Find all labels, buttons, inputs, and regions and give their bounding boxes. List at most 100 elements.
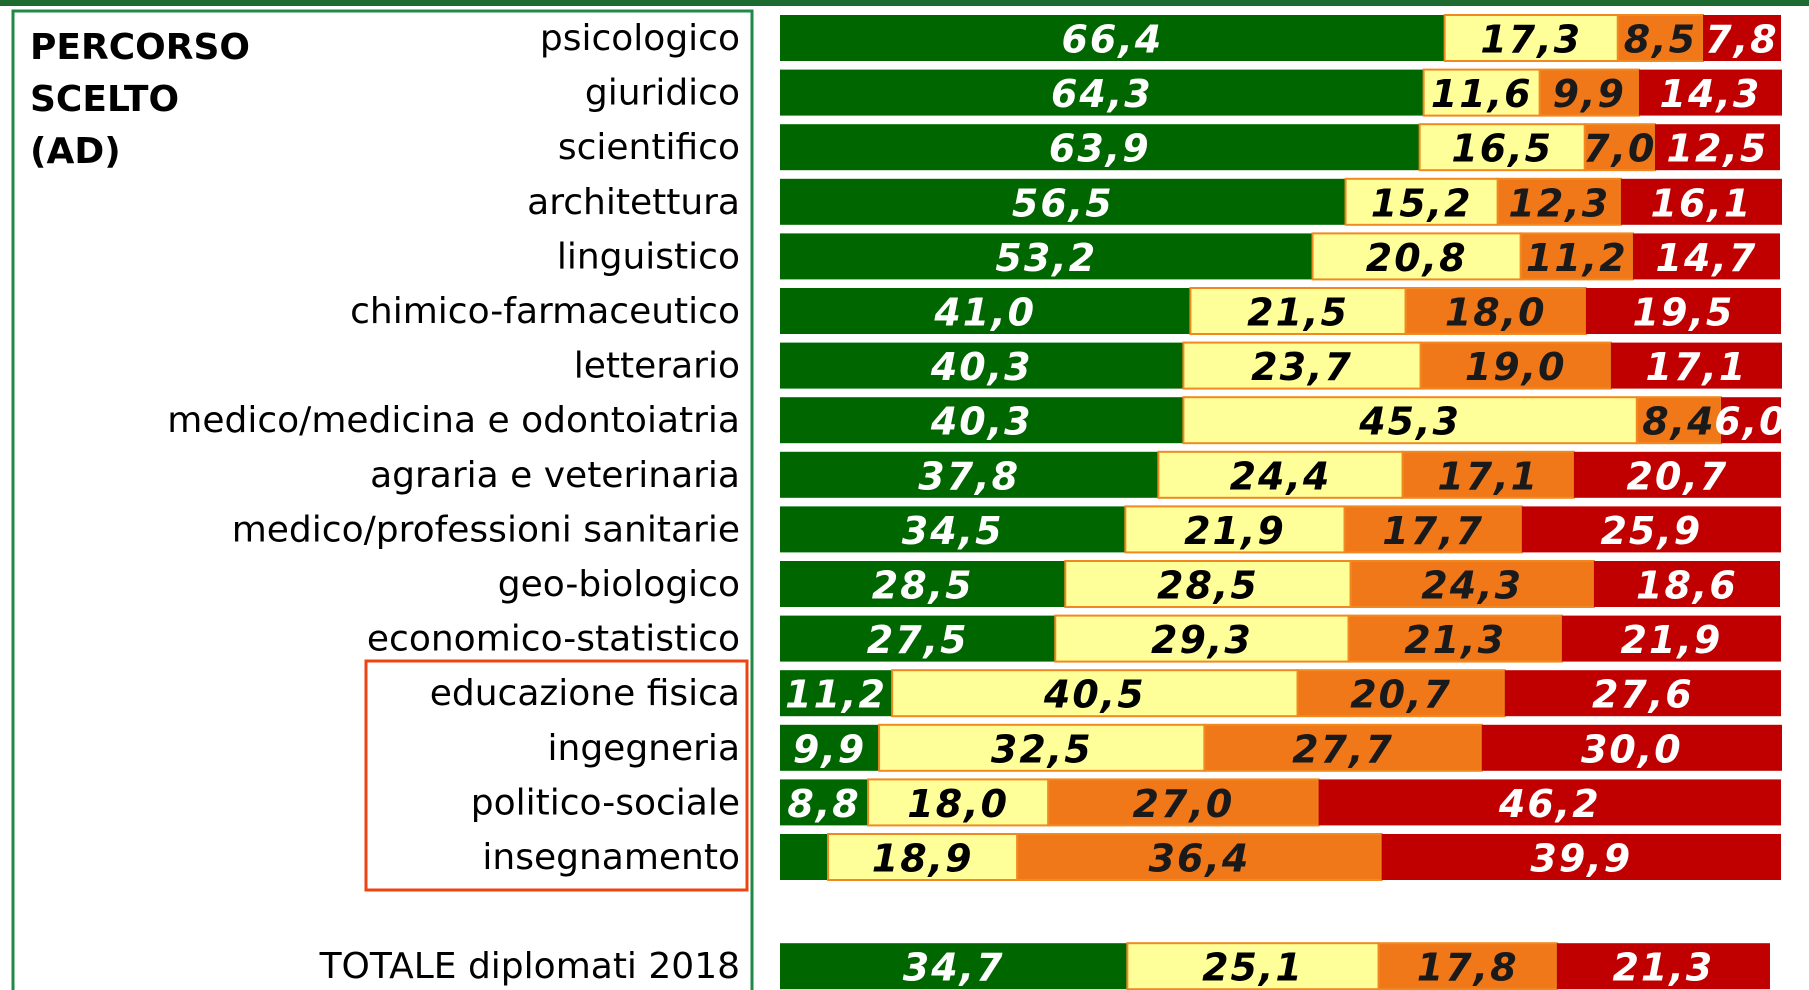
category-label: psicologico bbox=[540, 18, 740, 59]
category-label: economico-statistico bbox=[367, 619, 740, 660]
bar-segment bbox=[1573, 451, 1781, 498]
value-label: 46,2 bbox=[1498, 782, 1601, 826]
value-label: 28,5 bbox=[872, 564, 974, 608]
bar-segment bbox=[1481, 724, 1783, 771]
category-label: TOTALE diplomati 2018 bbox=[319, 946, 740, 987]
bar-segment bbox=[1702, 15, 1781, 61]
bar-segment bbox=[1638, 69, 1783, 116]
value-label: 17,1 bbox=[1646, 345, 1748, 389]
bar-segment bbox=[1632, 233, 1780, 280]
bar-segment bbox=[1561, 615, 1781, 662]
bar-segment bbox=[1593, 561, 1780, 607]
bar-segment bbox=[780, 451, 1159, 498]
value-label: 11,6 bbox=[1431, 72, 1533, 116]
category-label: medico/professioni sanitarie bbox=[232, 509, 740, 550]
value-label: 25,9 bbox=[1600, 509, 1702, 553]
value-label: 14,3 bbox=[1660, 72, 1762, 116]
bar-segment bbox=[891, 669, 1299, 718]
category-label: chimico-farmaceutico bbox=[350, 291, 740, 332]
value-label: 11,2 bbox=[785, 673, 887, 717]
bar-segment bbox=[1182, 396, 1638, 445]
value-label: 17,3 bbox=[1480, 18, 1582, 62]
value-label: 8,4 bbox=[1642, 400, 1715, 444]
bar-segment bbox=[1189, 287, 1407, 335]
bar-segment bbox=[1311, 232, 1522, 281]
category-label: architettura bbox=[527, 182, 740, 223]
bar-segment bbox=[1504, 670, 1781, 717]
value-label: 12,5 bbox=[1667, 127, 1769, 171]
bar-segment bbox=[1047, 778, 1320, 827]
bar-segment bbox=[1521, 506, 1781, 553]
value-label: 27,7 bbox=[1292, 727, 1394, 771]
category-label: letterario bbox=[574, 346, 740, 387]
value-label: 40,5 bbox=[1043, 673, 1146, 717]
bar-segment bbox=[1203, 723, 1483, 772]
value-label: 40,3 bbox=[930, 345, 1033, 389]
bar-segment bbox=[1519, 232, 1634, 281]
value-label: 29,3 bbox=[1151, 618, 1253, 662]
value-label: 18,0 bbox=[907, 782, 1009, 826]
bar-segment bbox=[1419, 341, 1612, 390]
category-label: geo-biologico bbox=[498, 564, 740, 605]
bar-segment bbox=[1585, 288, 1781, 334]
value-label: 18,9 bbox=[872, 837, 974, 881]
value-label: 11,2 bbox=[1526, 236, 1628, 280]
bar-segment bbox=[1538, 68, 1640, 117]
bar-segment bbox=[1296, 669, 1506, 718]
label-frame bbox=[11, 9, 754, 990]
bar-segment bbox=[1377, 942, 1558, 990]
bar-segment bbox=[1443, 14, 1619, 62]
bar-segment bbox=[780, 233, 1313, 280]
bar-segment bbox=[1404, 287, 1587, 335]
value-label: 36,4 bbox=[1149, 837, 1251, 881]
bar-segment bbox=[1418, 123, 1586, 172]
value-label: 16,5 bbox=[1451, 127, 1553, 171]
value-label: 32,5 bbox=[991, 727, 1093, 771]
bar-segment bbox=[780, 506, 1126, 553]
chart-title: PERCORSO SCELTO (AD) bbox=[30, 27, 250, 172]
value-label: 8,8 bbox=[787, 782, 860, 826]
bar-segment bbox=[1182, 341, 1422, 390]
value-label: 18,6 bbox=[1636, 564, 1738, 608]
category-label: scientifico bbox=[558, 127, 740, 168]
value-label: 23,7 bbox=[1251, 345, 1353, 389]
bar-segment bbox=[780, 124, 1420, 171]
value-label: 18,0 bbox=[1445, 291, 1547, 335]
value-label: 66,4 bbox=[1061, 18, 1163, 62]
bar-segment bbox=[1620, 178, 1783, 225]
category-label: ingegneria bbox=[548, 728, 741, 769]
value-label: 40,3 bbox=[930, 400, 1033, 444]
value-label: 20,8 bbox=[1366, 236, 1468, 280]
bar-segment bbox=[780, 943, 1128, 990]
bar-segment bbox=[780, 834, 829, 880]
value-label: 21,3 bbox=[1404, 618, 1506, 662]
category-label: medico/medicina e odontoiatria bbox=[167, 400, 740, 441]
bar-segment bbox=[780, 615, 1056, 662]
bar-segment bbox=[1610, 342, 1783, 389]
bar-segment bbox=[1720, 397, 1781, 444]
value-label: 21,9 bbox=[1621, 618, 1723, 662]
value-label: 28,5 bbox=[1157, 564, 1259, 608]
bar-segment bbox=[1318, 779, 1781, 826]
value-label: 7,8 bbox=[1705, 18, 1778, 62]
bar-segment bbox=[780, 288, 1191, 334]
top-band bbox=[0, 0, 1809, 6]
bar-segment bbox=[780, 724, 880, 771]
value-label: 14,7 bbox=[1656, 236, 1758, 280]
bar-segment bbox=[780, 178, 1346, 225]
value-label: 37,8 bbox=[918, 454, 1020, 498]
value-label: 64,3 bbox=[1051, 72, 1153, 116]
value-label: 34,7 bbox=[903, 946, 1005, 990]
bar-segment bbox=[1064, 560, 1352, 608]
bar-segment bbox=[1344, 177, 1499, 226]
value-label: 27,6 bbox=[1592, 673, 1694, 717]
bar-segment bbox=[1616, 14, 1704, 62]
value-label: 24,3 bbox=[1421, 564, 1523, 608]
value-label: 20,7 bbox=[1350, 673, 1452, 717]
bar-segment bbox=[780, 397, 1184, 444]
category-label: linguistico bbox=[557, 236, 740, 277]
bar-segment bbox=[780, 561, 1066, 607]
value-label: 25,1 bbox=[1202, 946, 1304, 990]
category-label: educazione fisica bbox=[430, 673, 740, 714]
